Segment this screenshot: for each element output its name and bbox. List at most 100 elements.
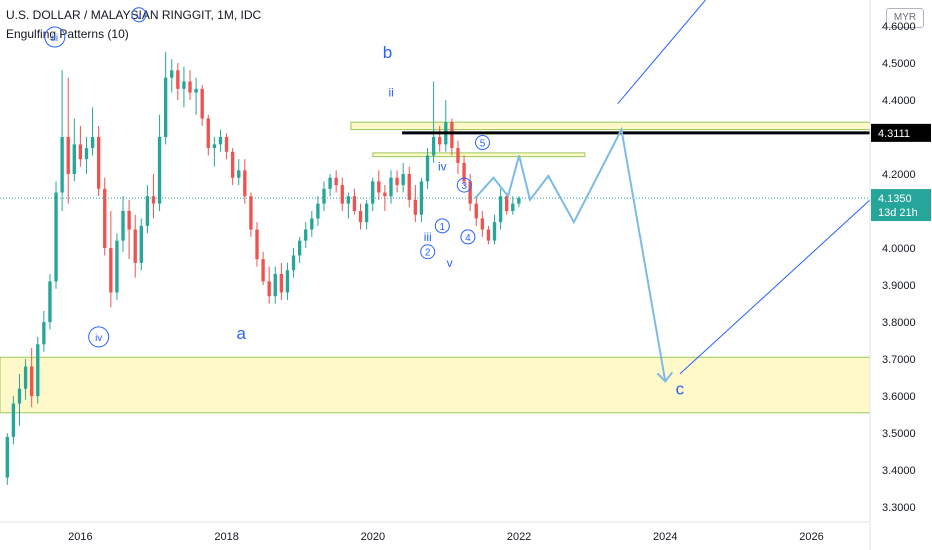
zone-1 bbox=[350, 121, 870, 131]
candle-body bbox=[66, 136, 70, 174]
candle-body bbox=[249, 196, 253, 230]
candle-body bbox=[389, 177, 393, 197]
candle-body bbox=[285, 270, 290, 293]
candle-body bbox=[133, 229, 137, 263]
candle-body bbox=[200, 88, 204, 119]
candle-body bbox=[42, 322, 46, 345]
candle-body bbox=[29, 366, 34, 397]
wave-label-text: iv bbox=[95, 333, 102, 344]
candle-body bbox=[401, 174, 405, 186]
candle-body bbox=[352, 196, 357, 212]
x-tick-label: 2024 bbox=[653, 531, 677, 543]
candle-body bbox=[377, 181, 381, 193]
candle-body bbox=[364, 203, 369, 223]
candle-body bbox=[371, 181, 375, 204]
candle-body bbox=[407, 174, 411, 200]
wave-label-c: c bbox=[676, 380, 685, 399]
x-tick-label: 2018 bbox=[214, 531, 238, 543]
candle-body bbox=[36, 344, 40, 397]
candle-body bbox=[109, 248, 113, 293]
candle-body bbox=[212, 144, 217, 149]
candle-body bbox=[456, 148, 460, 163]
candle-body bbox=[279, 273, 284, 293]
candle-body bbox=[48, 281, 52, 323]
y-tick-label: 4.6000 bbox=[882, 21, 916, 33]
candle-body bbox=[340, 185, 344, 204]
indicator-label[interactable]: Engulfing Patterns (10) bbox=[6, 27, 129, 41]
candle-body bbox=[492, 222, 497, 241]
wave-label-iii: iii bbox=[44, 26, 66, 48]
last-price-tag bbox=[871, 189, 931, 222]
candle-body bbox=[11, 403, 16, 437]
candle-body bbox=[304, 229, 308, 241]
candle-body bbox=[145, 196, 150, 226]
y-tick-label: 4.5000 bbox=[882, 58, 916, 70]
candle-body bbox=[462, 162, 466, 182]
wave-label-text: a bbox=[237, 324, 247, 343]
zone-0 bbox=[0, 356, 870, 414]
candle-body bbox=[151, 196, 156, 204]
candle-body bbox=[395, 177, 399, 186]
x-tick-label: 2026 bbox=[799, 531, 823, 543]
candle-body bbox=[237, 170, 241, 178]
candle-body bbox=[310, 218, 314, 230]
candle-body bbox=[78, 144, 83, 160]
candle-body bbox=[96, 136, 101, 189]
wave-label-circle bbox=[420, 244, 436, 260]
currency-badge[interactable]: MYR bbox=[886, 8, 924, 28]
wave-label-v: v bbox=[447, 256, 453, 270]
candle-body bbox=[72, 144, 76, 174]
candle-body bbox=[103, 188, 107, 249]
projection-path bbox=[474, 126, 667, 382]
candle-body bbox=[267, 281, 271, 297]
candle-body bbox=[474, 203, 478, 219]
wave-label-text: v bbox=[447, 256, 453, 270]
candle-body bbox=[486, 229, 491, 241]
wave-label-circle bbox=[88, 326, 110, 348]
wave-label-circle bbox=[131, 7, 147, 23]
candle-body bbox=[224, 136, 229, 152]
y-tick-label: 3.8000 bbox=[882, 317, 916, 329]
candle-body bbox=[206, 118, 210, 149]
wave-label-iv: iv bbox=[438, 160, 447, 174]
wave-label-circle bbox=[475, 135, 491, 151]
wave-label-text: b bbox=[383, 43, 392, 62]
y-tick-label: 3.6000 bbox=[882, 391, 916, 403]
wave-label-5: 5 bbox=[475, 135, 491, 151]
candle-body bbox=[17, 388, 22, 404]
wave-label-a: a bbox=[237, 324, 247, 343]
y-tick-label: 3.7000 bbox=[882, 354, 916, 366]
candle-body bbox=[438, 136, 442, 145]
wave-label-text: 2 bbox=[425, 248, 431, 259]
candle-body bbox=[60, 136, 64, 193]
wave-label-text: 5 bbox=[480, 139, 486, 150]
candle-body bbox=[511, 203, 515, 212]
wave-label-text: c bbox=[676, 380, 685, 399]
candle-body bbox=[383, 192, 387, 197]
candle-body bbox=[255, 229, 259, 260]
wave-label-text: iii bbox=[51, 33, 58, 44]
x-tick-label: 2016 bbox=[68, 531, 92, 543]
candle-body bbox=[84, 148, 89, 160]
wave-label-2: 2 bbox=[420, 244, 436, 260]
chart-title: U.S. DOLLAR / MALAYSIAN RINGGIT, 1M, IDC bbox=[6, 8, 262, 22]
wave-label-text: 3 bbox=[461, 181, 467, 192]
candle-body bbox=[322, 188, 326, 204]
trend-line-1 bbox=[679, 199, 870, 375]
trend-line-0 bbox=[617, 0, 706, 104]
candle-body bbox=[188, 81, 192, 93]
candle-body bbox=[358, 211, 363, 223]
wave-label-4: 4 bbox=[460, 229, 476, 245]
candle-body bbox=[5, 436, 9, 478]
wave-label-circle bbox=[460, 229, 476, 245]
candle-body bbox=[316, 203, 320, 219]
candle-body bbox=[127, 211, 131, 230]
wave-label-3: 3 bbox=[456, 177, 472, 193]
candle-body bbox=[23, 366, 28, 389]
candle-body bbox=[419, 181, 424, 215]
y-tick-label: 3.3000 bbox=[882, 502, 916, 514]
candle-body bbox=[517, 198, 521, 204]
wave-label-circle bbox=[456, 177, 472, 193]
